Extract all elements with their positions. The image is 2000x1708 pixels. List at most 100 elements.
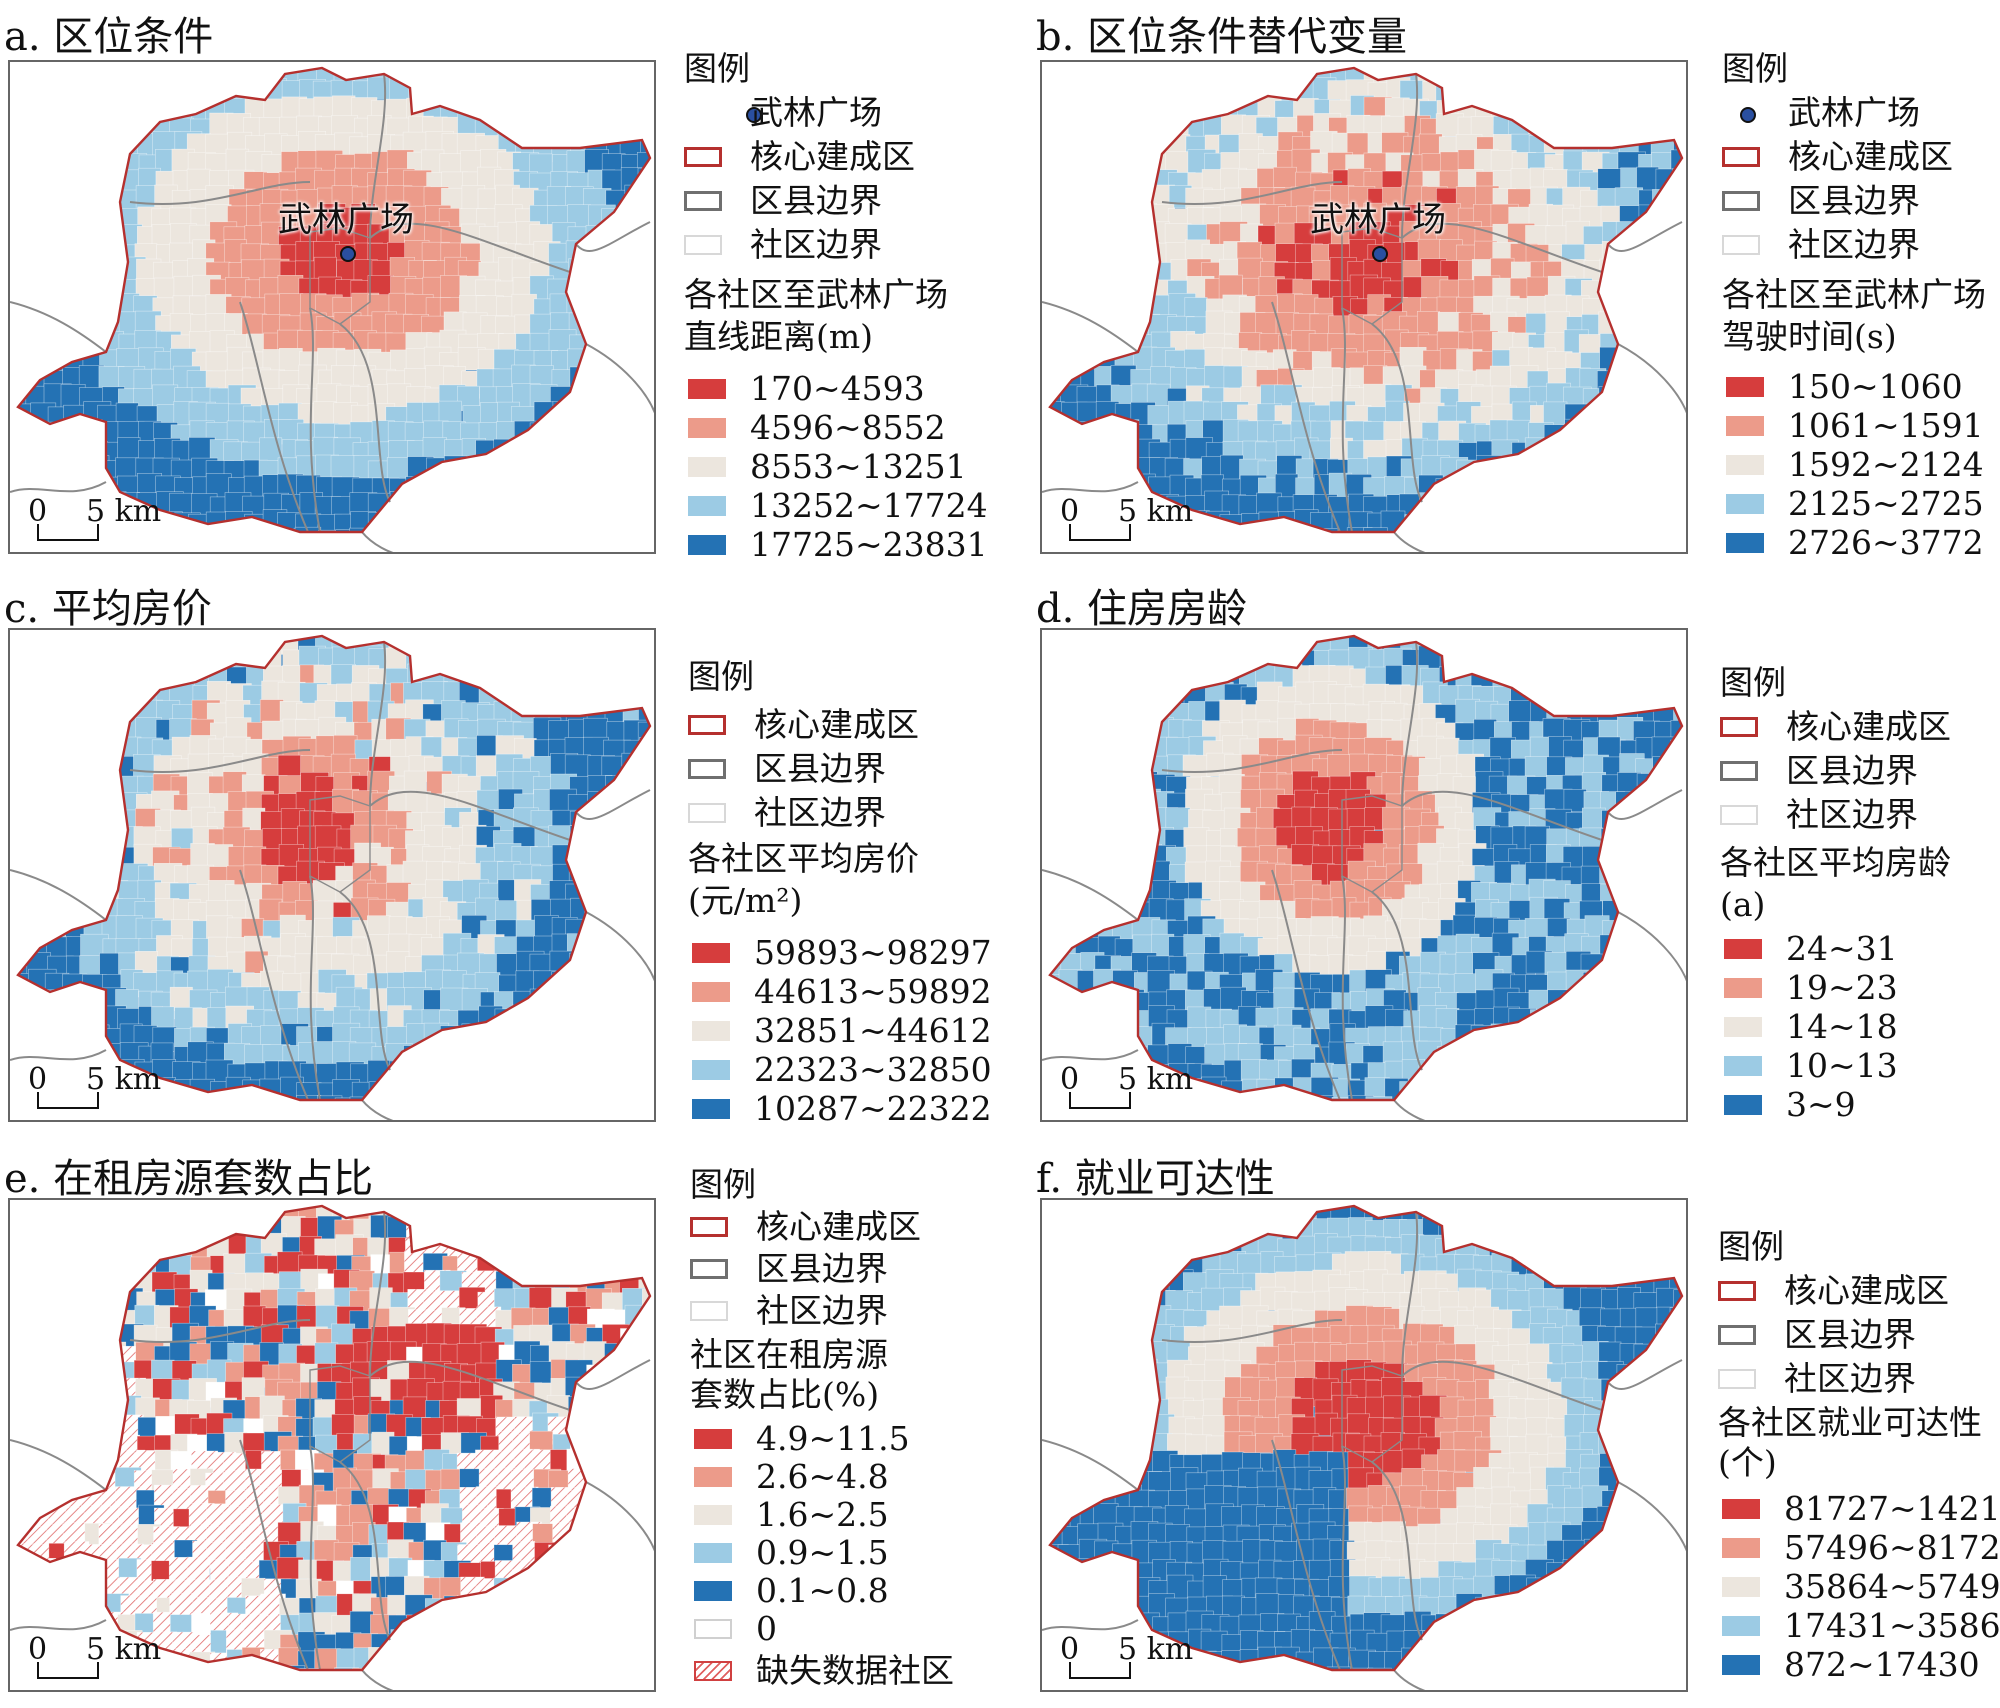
- community-polygon: [639, 1117, 656, 1122]
- community-polygon: [1636, 898, 1665, 928]
- community-polygon: [1221, 548, 1246, 554]
- community-polygon: [25, 1469, 50, 1496]
- community-polygon: [1597, 99, 1623, 125]
- map-frame: 0 5 km: [8, 1198, 656, 1692]
- community-polygon: [461, 1094, 486, 1100]
- community-polygon: [1656, 367, 1682, 396]
- community-polygon: [299, 551, 323, 554]
- community-polygon: [1096, 149, 1125, 173]
- community-polygon: [1655, 349, 1682, 373]
- district-boundary-line: [369, 222, 571, 273]
- community-polygon: [1633, 828, 1662, 854]
- legend-label: 10287~22322: [754, 1089, 992, 1128]
- community-polygon: [63, 1415, 87, 1440]
- community-polygon: [1657, 1115, 1684, 1122]
- community-polygon: [1094, 1008, 1124, 1034]
- community-polygon: [1132, 98, 1160, 122]
- community-polygon: [623, 242, 647, 267]
- community-polygon: [1078, 685, 1103, 710]
- community-polygon: [605, 333, 632, 361]
- community-polygon: [641, 280, 650, 304]
- community-polygon: [1075, 280, 1099, 305]
- legend-label: 4596~8552: [750, 408, 946, 447]
- community-polygon: [30, 919, 55, 944]
- landmark-marker: [340, 246, 356, 262]
- community-polygon: [18, 329, 32, 356]
- community-polygon: [18, 808, 35, 837]
- community-polygon: [1095, 456, 1119, 482]
- community-polygon: [137, 1206, 161, 1229]
- community-polygon: [169, 1117, 193, 1122]
- community-polygon: [45, 1206, 74, 1231]
- community-polygon: [1098, 681, 1123, 710]
- community-polygon: [18, 902, 40, 928]
- community-polygon: [1152, 1097, 1177, 1100]
- community-polygon: [1508, 1099, 1535, 1100]
- community-polygon: [403, 636, 428, 656]
- community-polygon: [494, 79, 523, 106]
- community-polygon: [641, 684, 650, 709]
- community-polygon: [513, 68, 540, 85]
- community-polygon: [263, 1096, 289, 1100]
- community-polygon: [25, 1233, 52, 1262]
- community-polygon: [588, 496, 615, 525]
- community-polygon: [44, 703, 73, 730]
- community-polygon: [1112, 681, 1136, 708]
- community-polygon: [568, 402, 593, 432]
- community-polygon: [622, 95, 650, 121]
- community-polygon: [1050, 330, 1063, 355]
- community-polygon: [1094, 701, 1118, 727]
- legend-label: 社区边界: [754, 793, 886, 832]
- community-polygon: [1222, 1116, 1249, 1122]
- community-polygon: [1075, 1062, 1103, 1086]
- community-polygon: [83, 257, 109, 280]
- legend-label: 区县边界: [754, 749, 886, 788]
- community-polygon: [25, 1206, 54, 1223]
- community-polygon: [1059, 459, 1086, 487]
- community-polygon: [637, 478, 650, 502]
- community-polygon: [604, 475, 629, 504]
- panel-e: e. 在租房源套数占比 0 5 km 图例 核心建成区 区县边界 社区边界 社区…: [0, 1140, 1000, 1708]
- community-polygon: [567, 1206, 597, 1229]
- scale-bar-line: [37, 524, 99, 541]
- indicator-line1: 各社区平均房价: [688, 839, 919, 878]
- community-polygon: [262, 549, 290, 554]
- community-polygon: [64, 1206, 92, 1222]
- community-polygon: [1050, 204, 1063, 233]
- community-polygon: [494, 1008, 524, 1036]
- community-polygon: [1079, 257, 1107, 284]
- community-polygon: [315, 1118, 339, 1122]
- community-polygon: [18, 773, 37, 802]
- community-polygon: [1545, 1005, 1573, 1032]
- community-polygon: [1654, 827, 1681, 855]
- community-polygon: [65, 864, 94, 889]
- community-polygon: [1184, 529, 1211, 532]
- community-polygon: [1656, 1023, 1682, 1051]
- community-polygon: [1440, 1101, 1464, 1122]
- community-polygon: [1097, 757, 1124, 785]
- community-polygon: [586, 260, 611, 284]
- community-polygon: [1060, 794, 1085, 820]
- community-polygon: [461, 457, 486, 480]
- community-polygon: [388, 513, 416, 532]
- community-polygon: [1471, 1045, 1498, 1073]
- community-polygon: [1600, 650, 1627, 678]
- community-polygon: [603, 1027, 631, 1053]
- community-polygon: [80, 184, 107, 212]
- community-polygon: [514, 648, 540, 672]
- core-area-swatch: [1722, 147, 1760, 167]
- community-polygon: [478, 1098, 505, 1100]
- community-polygon: [1097, 223, 1122, 249]
- community-polygon: [529, 441, 557, 467]
- community-polygon: [136, 551, 162, 554]
- community-polygon: [582, 531, 609, 532]
- community-polygon: [605, 650, 630, 674]
- community-polygon: [402, 860, 429, 886]
- community-polygon: [30, 1010, 55, 1038]
- community-polygon: [81, 148, 106, 175]
- community-polygon: [585, 68, 614, 83]
- district-boundary-line: [1042, 301, 1139, 353]
- community-polygon: [623, 684, 646, 708]
- district-boundary-line: [585, 911, 654, 982]
- community-polygon: [1078, 757, 1105, 785]
